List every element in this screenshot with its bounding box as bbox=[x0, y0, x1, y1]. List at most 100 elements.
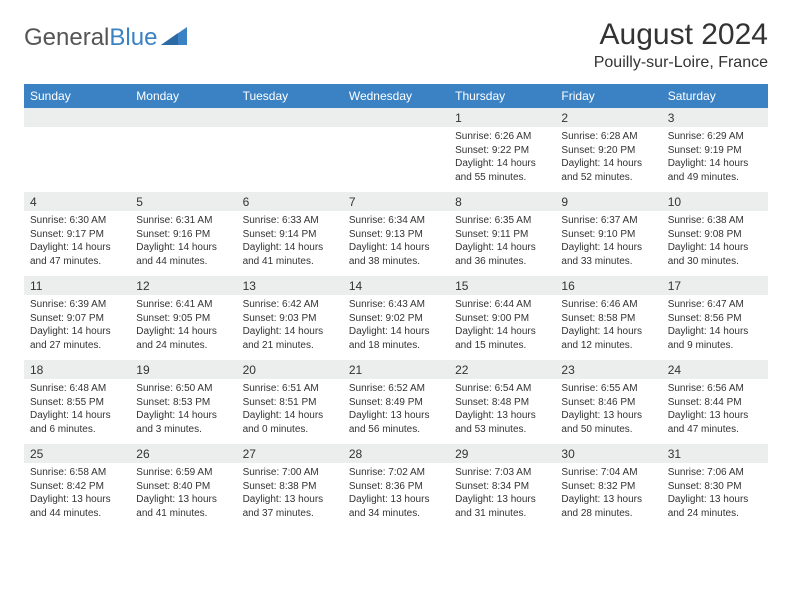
sunset-text: Sunset: 8:30 PM bbox=[668, 480, 762, 494]
day-number-cell: 5 bbox=[130, 192, 236, 211]
daylight-text-1: Daylight: 13 hours bbox=[30, 493, 124, 507]
day-info-cell: Sunrise: 6:58 AMSunset: 8:42 PMDaylight:… bbox=[24, 463, 130, 528]
sunset-text: Sunset: 9:10 PM bbox=[561, 228, 655, 242]
sunrise-text: Sunrise: 6:46 AM bbox=[561, 298, 655, 312]
sunset-text: Sunset: 9:14 PM bbox=[243, 228, 337, 242]
sunrise-text: Sunrise: 6:29 AM bbox=[668, 130, 762, 144]
day-info-row: Sunrise: 6:30 AMSunset: 9:17 PMDaylight:… bbox=[24, 211, 768, 276]
calendar-table: Sunday Monday Tuesday Wednesday Thursday… bbox=[24, 84, 768, 528]
sunrise-text: Sunrise: 6:38 AM bbox=[668, 214, 762, 228]
daylight-text-2: and 33 minutes. bbox=[561, 255, 655, 269]
day-info-cell: Sunrise: 6:44 AMSunset: 9:00 PMDaylight:… bbox=[449, 295, 555, 360]
day-number-row: 123 bbox=[24, 108, 768, 127]
day-number-cell: 13 bbox=[237, 276, 343, 295]
day-info-cell: Sunrise: 6:35 AMSunset: 9:11 PMDaylight:… bbox=[449, 211, 555, 276]
day-number: 28 bbox=[343, 444, 449, 463]
day-number: 13 bbox=[237, 276, 343, 295]
day-info-cell: Sunrise: 7:04 AMSunset: 8:32 PMDaylight:… bbox=[555, 463, 661, 528]
daylight-text-2: and 47 minutes. bbox=[668, 423, 762, 437]
day-info-cell: Sunrise: 6:42 AMSunset: 9:03 PMDaylight:… bbox=[237, 295, 343, 360]
daylight-text-1: Daylight: 13 hours bbox=[455, 409, 549, 423]
daylight-text-2: and 28 minutes. bbox=[561, 507, 655, 521]
day-number-row: 18192021222324 bbox=[24, 360, 768, 379]
daylight-text-1: Daylight: 14 hours bbox=[561, 241, 655, 255]
daylight-text-2: and 24 minutes. bbox=[668, 507, 762, 521]
day-info-cell: Sunrise: 6:54 AMSunset: 8:48 PMDaylight:… bbox=[449, 379, 555, 444]
day-info: Sunrise: 6:38 AMSunset: 9:08 PMDaylight:… bbox=[662, 211, 768, 276]
daylight-text-2: and 31 minutes. bbox=[455, 507, 549, 521]
day-number: 5 bbox=[130, 192, 236, 211]
day-info: Sunrise: 6:43 AMSunset: 9:02 PMDaylight:… bbox=[343, 295, 449, 360]
day-info: Sunrise: 6:48 AMSunset: 8:55 PMDaylight:… bbox=[24, 379, 130, 444]
day-number-cell: 12 bbox=[130, 276, 236, 295]
day-number: 7 bbox=[343, 192, 449, 211]
sunset-text: Sunset: 8:42 PM bbox=[30, 480, 124, 494]
sunset-text: Sunset: 8:46 PM bbox=[561, 396, 655, 410]
day-info-cell: Sunrise: 7:06 AMSunset: 8:30 PMDaylight:… bbox=[662, 463, 768, 528]
daylight-text-2: and 37 minutes. bbox=[243, 507, 337, 521]
day-number-cell bbox=[24, 108, 130, 127]
day-info: Sunrise: 6:59 AMSunset: 8:40 PMDaylight:… bbox=[130, 463, 236, 528]
sunrise-text: Sunrise: 6:43 AM bbox=[349, 298, 443, 312]
sunset-text: Sunset: 8:56 PM bbox=[668, 312, 762, 326]
day-number-cell: 15 bbox=[449, 276, 555, 295]
daylight-text-1: Daylight: 14 hours bbox=[668, 325, 762, 339]
day-info: Sunrise: 6:52 AMSunset: 8:49 PMDaylight:… bbox=[343, 379, 449, 444]
day-info-cell: Sunrise: 6:28 AMSunset: 9:20 PMDaylight:… bbox=[555, 127, 661, 192]
logo-text-1: General bbox=[24, 24, 109, 52]
day-info: Sunrise: 6:34 AMSunset: 9:13 PMDaylight:… bbox=[343, 211, 449, 276]
daylight-text-1: Daylight: 14 hours bbox=[455, 325, 549, 339]
sunrise-text: Sunrise: 6:34 AM bbox=[349, 214, 443, 228]
day-number: 30 bbox=[555, 444, 661, 463]
sunset-text: Sunset: 8:49 PM bbox=[349, 396, 443, 410]
day-number-cell: 24 bbox=[662, 360, 768, 379]
sunrise-text: Sunrise: 7:00 AM bbox=[243, 466, 337, 480]
sunrise-text: Sunrise: 6:42 AM bbox=[243, 298, 337, 312]
day-info: Sunrise: 7:06 AMSunset: 8:30 PMDaylight:… bbox=[662, 463, 768, 528]
day-number: 25 bbox=[24, 444, 130, 463]
page-title: August 2024 bbox=[594, 18, 768, 52]
col-header: Friday bbox=[555, 84, 661, 108]
day-number: 27 bbox=[237, 444, 343, 463]
day-info: Sunrise: 7:03 AMSunset: 8:34 PMDaylight:… bbox=[449, 463, 555, 528]
day-info: Sunrise: 6:30 AMSunset: 9:17 PMDaylight:… bbox=[24, 211, 130, 276]
day-number: 15 bbox=[449, 276, 555, 295]
sunset-text: Sunset: 9:03 PM bbox=[243, 312, 337, 326]
day-number: 8 bbox=[449, 192, 555, 211]
day-number: 14 bbox=[343, 276, 449, 295]
day-number-cell: 25 bbox=[24, 444, 130, 463]
sunrise-text: Sunrise: 6:55 AM bbox=[561, 382, 655, 396]
day-number-cell: 1 bbox=[449, 108, 555, 127]
daylight-text-2: and 36 minutes. bbox=[455, 255, 549, 269]
daylight-text-2: and 34 minutes. bbox=[349, 507, 443, 521]
day-info: Sunrise: 6:58 AMSunset: 8:42 PMDaylight:… bbox=[24, 463, 130, 528]
daylight-text-2: and 44 minutes. bbox=[30, 507, 124, 521]
col-header: Wednesday bbox=[343, 84, 449, 108]
title-block: August 2024 Pouilly-sur-Loire, France bbox=[594, 18, 768, 72]
sunset-text: Sunset: 8:44 PM bbox=[668, 396, 762, 410]
day-info-cell: Sunrise: 6:56 AMSunset: 8:44 PMDaylight:… bbox=[662, 379, 768, 444]
day-info: Sunrise: 6:46 AMSunset: 8:58 PMDaylight:… bbox=[555, 295, 661, 360]
daylight-text-1: Daylight: 13 hours bbox=[561, 493, 655, 507]
day-number-cell: 26 bbox=[130, 444, 236, 463]
day-number-cell: 30 bbox=[555, 444, 661, 463]
sunset-text: Sunset: 8:58 PM bbox=[561, 312, 655, 326]
daylight-text-2: and 50 minutes. bbox=[561, 423, 655, 437]
day-number-cell: 16 bbox=[555, 276, 661, 295]
day-info-cell: Sunrise: 6:39 AMSunset: 9:07 PMDaylight:… bbox=[24, 295, 130, 360]
sunrise-text: Sunrise: 6:33 AM bbox=[243, 214, 337, 228]
day-info-cell: Sunrise: 6:41 AMSunset: 9:05 PMDaylight:… bbox=[130, 295, 236, 360]
day-info-cell bbox=[24, 127, 130, 192]
daylight-text-1: Daylight: 14 hours bbox=[668, 241, 762, 255]
daylight-text-2: and 18 minutes. bbox=[349, 339, 443, 353]
daylight-text-2: and 12 minutes. bbox=[561, 339, 655, 353]
day-info-cell: Sunrise: 6:38 AMSunset: 9:08 PMDaylight:… bbox=[662, 211, 768, 276]
sunrise-text: Sunrise: 6:30 AM bbox=[30, 214, 124, 228]
day-number-cell bbox=[343, 108, 449, 127]
day-number: 20 bbox=[237, 360, 343, 379]
daylight-text-1: Daylight: 14 hours bbox=[136, 241, 230, 255]
day-header-row: Sunday Monday Tuesday Wednesday Thursday… bbox=[24, 84, 768, 108]
daylight-text-1: Daylight: 14 hours bbox=[349, 325, 443, 339]
daylight-text-2: and 53 minutes. bbox=[455, 423, 549, 437]
sunset-text: Sunset: 9:02 PM bbox=[349, 312, 443, 326]
